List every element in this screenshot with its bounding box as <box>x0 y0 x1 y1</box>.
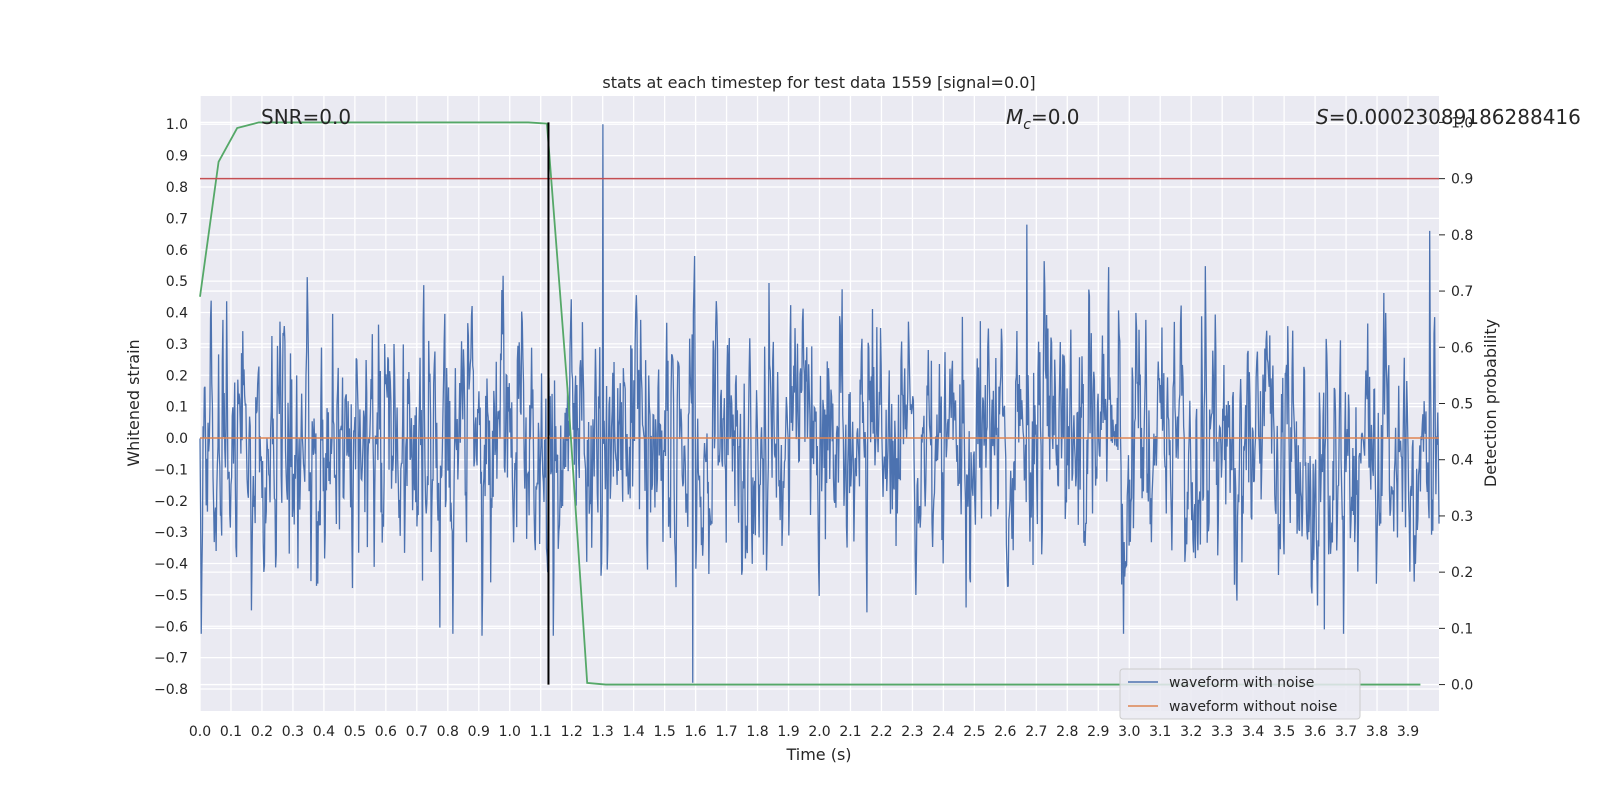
y-tick-label: 0.7 <box>166 211 188 227</box>
y-tick-label: 1.0 <box>166 117 188 133</box>
y2-tick-label: 0.8 <box>1451 228 1473 244</box>
x-tick-label: 2.4 <box>932 724 954 740</box>
x-axis-label: Time (s) <box>785 745 851 764</box>
x-tick-label: 0.2 <box>251 724 273 740</box>
x-tick-label: 2.0 <box>808 724 830 740</box>
mc-annotation: Mc=0.0 <box>1006 105 1080 133</box>
y2-tick-label: 0.1 <box>1451 621 1473 637</box>
y-tick-label: −0.6 <box>154 619 188 635</box>
x-tick-label: 3.4 <box>1242 724 1264 740</box>
legend-label-noisy: waveform with noise <box>1169 675 1314 691</box>
snr-annotation: SNR=0.0 <box>261 105 351 129</box>
grid <box>199 96 1439 711</box>
probability-line <box>199 121 1421 686</box>
x-tick-label: 3.3 <box>1211 724 1233 740</box>
x-tick-label: 3.0 <box>1118 724 1140 740</box>
x-tick-label: 1.2 <box>561 724 583 740</box>
y-tick-label: 0.6 <box>166 243 188 259</box>
y2-axis-label: Detection probability <box>1481 319 1500 487</box>
x-tick-label: 0.8 <box>437 724 459 740</box>
y-tick-labels: 1.0 0.9 0.8 0.7 0.6 0.5 0.4 0.3 0.2 0.1 0.0 −0.1 −0.… <box>154 117 188 698</box>
y-tick-label: −0.4 <box>154 557 188 573</box>
y-tick-label: 0.4 <box>166 306 188 322</box>
y-tick-label: −0.7 <box>154 651 188 667</box>
x-tick-label: 0.1 <box>220 724 242 740</box>
s-annotation: S=0.00023089186288416 <box>1316 105 1581 129</box>
mc-symbol: M <box>1006 105 1023 129</box>
x-tick-label: 3.7 <box>1335 724 1357 740</box>
x-tick-label: 0.6 <box>375 724 397 740</box>
y-tick-label: 0.5 <box>166 274 188 290</box>
y2-tick-label: 0.7 <box>1451 284 1473 300</box>
x-tick-label: 2.1 <box>839 724 861 740</box>
x-tick-label: 2.6 <box>994 724 1016 740</box>
y-tick-label: 0.9 <box>166 149 188 165</box>
legend-box <box>1119 668 1361 720</box>
y2-tick-label: 0.9 <box>1451 172 1473 188</box>
x-tick-label: 1.3 <box>592 724 614 740</box>
x-tick-label: 2.9 <box>1087 724 1109 740</box>
x-tick-label: 1.0 <box>499 724 521 740</box>
y2-tick-label: 1.0 <box>1451 115 1473 131</box>
legend: waveform with noise waveform without noi… <box>1119 668 1361 720</box>
mc-subscript: c <box>1023 117 1031 133</box>
y-tick-label: −0.3 <box>154 525 188 541</box>
x-tick-label: 0.3 <box>282 724 304 740</box>
y2-tick-label: 0.5 <box>1451 397 1473 413</box>
y2-tick-label: 0.4 <box>1451 453 1473 469</box>
x-tick-label: 3.5 <box>1273 724 1295 740</box>
x-tick-label: 2.5 <box>963 724 985 740</box>
x-tick-label: 0.5 <box>344 724 366 740</box>
x-tick-label: 2.7 <box>1025 724 1047 740</box>
x-tick-label: 1.6 <box>684 724 706 740</box>
x-tick-label: 1.1 <box>530 724 552 740</box>
x-tick-label: 3.2 <box>1180 724 1202 740</box>
x-tick-label: 1.9 <box>777 724 799 740</box>
x-tick-label: 1.7 <box>715 724 737 740</box>
y-tick-label: 0.3 <box>166 337 188 353</box>
x-tick-label: 0.7 <box>406 724 428 740</box>
s-symbol: S <box>1316 105 1329 129</box>
x-tick-label: 1.8 <box>746 724 768 740</box>
y2-tick-label: 0.3 <box>1451 509 1473 525</box>
y-tick-label: 0.8 <box>166 180 188 196</box>
x-tick-label: 3.8 <box>1366 724 1388 740</box>
y2-tick-label: 0.6 <box>1451 340 1473 356</box>
y2-tick-labels: 1.0 0.9 0.8 0.7 0.6 0.5 0.4 0.3 0.2 0.1 0.0 <box>1439 115 1473 694</box>
y-tick-label: −0.8 <box>154 682 188 698</box>
x-tick-label: 1.5 <box>653 724 675 740</box>
y-tick-label: 0.1 <box>166 400 188 416</box>
y-tick-label: 0.0 <box>166 431 188 447</box>
x-tick-label: 2.2 <box>870 724 892 740</box>
x-tick-label: 0.4 <box>313 724 335 740</box>
x-tick-label: 3.6 <box>1304 724 1326 740</box>
y2-tick-label: 0.0 <box>1451 678 1473 694</box>
x-tick-label: 2.8 <box>1056 724 1078 740</box>
probability-series-layer <box>199 121 1439 686</box>
x-tick-label: 1.4 <box>623 724 645 740</box>
x-tick-label: 0.0 <box>189 724 211 740</box>
x-tick-label: 2.3 <box>901 724 923 740</box>
y-tick-label: −0.1 <box>154 462 188 478</box>
s-value: =0.00023089186288416 <box>1329 105 1581 129</box>
x-tick-label: 0.9 <box>468 724 490 740</box>
chart-title: stats at each timestep for test data 155… <box>602 73 1035 92</box>
noisy-waveform-line <box>199 124 1440 683</box>
y-axis-label: Whitened strain <box>124 339 143 466</box>
noisy-series-layer <box>199 124 1440 683</box>
y2-tick-label: 0.2 <box>1451 565 1473 581</box>
x-tick-label: 3.1 <box>1149 724 1171 740</box>
y-tick-label: 0.2 <box>166 368 188 384</box>
legend-label-clean: waveform without noise <box>1169 699 1337 715</box>
y-tick-label: −0.5 <box>154 588 188 604</box>
mc-value: =0.0 <box>1031 105 1080 129</box>
x-tick-labels: 0.0 0.1 0.2 0.3 0.4 0.5 0.6 0.7 0.8 0.9 1.0 1.1 1.2 1… <box>189 724 1419 740</box>
x-tick-label: 3.9 <box>1397 724 1419 740</box>
y-tick-label: −0.2 <box>154 494 188 510</box>
